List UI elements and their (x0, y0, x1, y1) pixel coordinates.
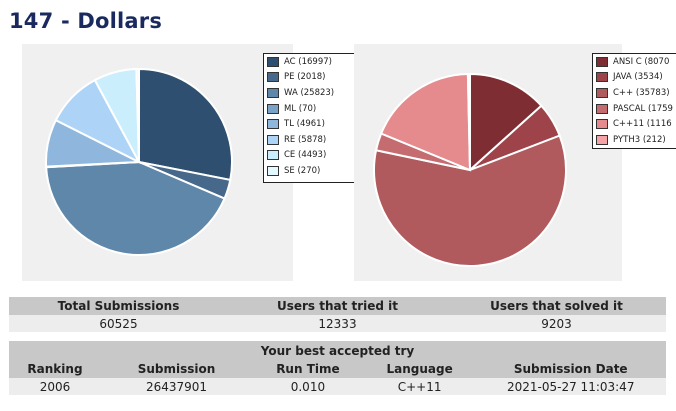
language-header: Language (363, 360, 476, 378)
verdict-legend-item: TL (4961) (264, 116, 356, 132)
best-try-caption: Your best accepted try (9, 341, 666, 360)
submission-link[interactable]: 26437901 (100, 378, 253, 395)
verdict-legend-swatch (267, 134, 279, 145)
language-legend-item: JAVA (3534) (593, 70, 676, 86)
ranking-header: Ranking (9, 360, 101, 378)
verdict-legend: AC (16997) PE (2018) WA (25823) ML (70) TL (… (263, 53, 357, 183)
language-legend: ANSI C (8070 JAVA (3534) C++ (35783) PASCAL… (592, 53, 676, 149)
verdict-legend-item: AC (16997) (264, 54, 356, 70)
language-chart-panel (354, 44, 622, 281)
verdict-chart-panel (22, 44, 293, 281)
language-slice-pyth3 (466, 72, 471, 171)
verdict-legend-label: AC (16997) (284, 56, 332, 67)
language-slice-c-11 (379, 73, 472, 172)
language-value: C++11 (363, 378, 476, 395)
language-legend-item: PYTH3 (212) (593, 132, 676, 148)
language-legend-label: C++ (35783) (613, 87, 670, 98)
verdict-legend-swatch (267, 150, 279, 161)
language-legend-swatch (596, 134, 608, 145)
verdict-legend-swatch (267, 56, 279, 67)
best-try-value-row: 2006 26437901 0.010 C++11 2021-05-27 11:… (9, 378, 666, 395)
language-legend-label: C++11 (1116 (613, 119, 672, 130)
total-submissions-value: 60525 (9, 315, 228, 332)
language-legend-item: PASCAL (1759 (593, 101, 676, 117)
verdict-slice-ac (138, 67, 233, 182)
language-legend-swatch (596, 87, 608, 98)
language-legend-label: PYTH3 (212) (613, 134, 666, 145)
language-legend-swatch (596, 56, 608, 67)
verdict-legend-label: ML (70) (284, 103, 317, 114)
verdict-legend-item: PE (2018) (264, 70, 356, 86)
verdict-legend-label: CE (4493) (284, 150, 327, 161)
language-slice-c (373, 134, 567, 267)
best-accepted-try-table: Your best accepted try Ranking Submissio… (9, 341, 666, 395)
page-title: 147 - Dollars (9, 9, 163, 33)
verdict-legend-label: RE (5878) (284, 134, 327, 145)
verdict-legend-item: ML (70) (264, 101, 356, 117)
users-tried-header: Users that tried it (228, 297, 447, 315)
verdict-legend-item: RE (5878) (264, 132, 356, 148)
verdict-slice-se (135, 67, 140, 163)
verdict-legend-swatch (267, 103, 279, 114)
total-submissions-header: Total Submissions (9, 297, 228, 315)
verdict-legend-item: WA (25823) (264, 85, 356, 101)
verdict-legend-swatch (267, 165, 279, 176)
language-legend-label: JAVA (3534) (613, 72, 663, 83)
submission-date-value: 2021-05-27 11:03:47 (475, 378, 666, 395)
verdict-legend-swatch (267, 87, 279, 98)
verdict-legend-item: SE (270) (264, 163, 356, 179)
ranking-value: 2006 (9, 378, 101, 395)
verdict-legend-label: SE (270) (284, 165, 321, 176)
verdict-legend-item: CE (4493) (264, 148, 356, 164)
verdict-legend-label: PE (2018) (284, 72, 326, 83)
best-try-caption-row: Your best accepted try (9, 341, 666, 360)
language-legend-item: ANSI C (8070 (593, 54, 676, 70)
run-time-value: 0.010 (252, 378, 364, 395)
run-time-header: Run Time (252, 360, 364, 378)
language-legend-item: C++11 (1116 (593, 116, 676, 132)
verdict-pie-chart (45, 67, 233, 256)
verdict-legend-swatch (267, 119, 279, 130)
submission-summary-table: Total Submissions Users that tried it Us… (9, 297, 666, 332)
users-solved-value: 9203 (447, 315, 666, 332)
language-slice-ansi (469, 72, 543, 173)
language-legend-swatch (596, 119, 608, 130)
verdict-legend-swatch (267, 72, 279, 83)
summary-value-row: 60525 12333 9203 (9, 315, 666, 332)
users-tried-value: 12333 (228, 315, 447, 332)
submission-date-header: Submission Date (475, 360, 666, 378)
submission-header: Submission (100, 360, 253, 378)
language-legend-label: PASCAL (1759 (613, 103, 673, 114)
verdict-legend-label: WA (25823) (284, 87, 335, 98)
verdict-legend-label: TL (4961) (284, 119, 325, 130)
language-pie-chart (373, 72, 567, 267)
language-legend-swatch (596, 103, 608, 114)
language-legend-item: C++ (35783) (593, 85, 676, 101)
language-legend-swatch (596, 72, 608, 83)
summary-header-row: Total Submissions Users that tried it Us… (9, 297, 666, 315)
best-try-header-row: Ranking Submission Run Time Language Sub… (9, 360, 666, 378)
language-legend-label: ANSI C (8070 (613, 56, 670, 67)
verdict-slice-wa (45, 160, 226, 256)
users-solved-header: Users that solved it (447, 297, 666, 315)
